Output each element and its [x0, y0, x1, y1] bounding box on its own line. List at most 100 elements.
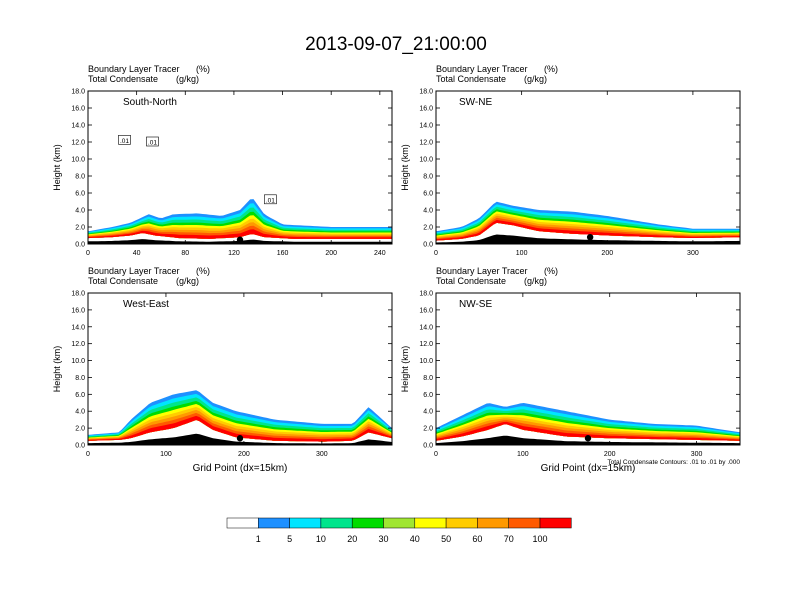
contour-label: .01 — [120, 138, 129, 145]
colorbar-label-8: 70 — [504, 534, 514, 544]
x-tick-label: 100 — [160, 451, 172, 458]
y-axis-label: Height (km) — [400, 346, 410, 393]
left-string-2: Total Condensate — [88, 74, 158, 84]
panel-label: NW-SE — [459, 299, 492, 310]
y-tick-label: 18.0 — [419, 291, 433, 298]
tracer-band-4 — [88, 404, 392, 442]
colorbar-swatch-8 — [477, 517, 509, 529]
y-tick-label: 2.0 — [423, 225, 433, 232]
contour-label: .01 — [148, 140, 157, 147]
plot-area: .01 .01 .01 — [88, 135, 392, 244]
colorbar-label-5: 40 — [410, 534, 420, 544]
panel-nw-se: Boundary Layer Tracer (%) Total Condensate… — [400, 266, 741, 474]
y-tick-label: 0.0 — [75, 242, 85, 249]
location-marker — [584, 435, 592, 442]
y-tick-label: 0.0 — [423, 443, 433, 450]
y-tick-label: 4.0 — [423, 409, 433, 416]
x-tick-label: 100 — [516, 250, 528, 257]
x-tick-label: 200 — [325, 250, 337, 257]
x-tick-label: 80 — [181, 250, 189, 257]
terrain — [436, 234, 740, 244]
contour-label-box — [264, 194, 277, 205]
y-tick-label: 0.0 — [423, 242, 433, 249]
y-tick-label: 2.0 — [75, 225, 85, 232]
y-tick-label: 6.0 — [75, 392, 85, 399]
y-axis-label: Height (km) — [400, 144, 410, 191]
y-tick-label: 12.0 — [419, 341, 433, 348]
contour-label-box — [118, 135, 131, 145]
panel-south-north: Boundary Layer Tracer (%) Total Condensate… — [52, 64, 393, 257]
plot-frame — [435, 90, 741, 245]
y-tick-label: 12.0 — [71, 341, 85, 348]
colorbar-label-0: 1 — [256, 534, 261, 544]
y-tick-label: 12.0 — [71, 140, 85, 147]
y-tick-label: 18.0 — [71, 89, 85, 96]
colorbar-swatch-1 — [258, 517, 290, 529]
y-tick-label: 6.0 — [423, 392, 433, 399]
colorbar-label-9: 100 — [532, 534, 547, 544]
plot-frame — [87, 90, 393, 245]
terrain — [436, 435, 740, 445]
panels: Boundary Layer Tracer (%) Total Condensate… — [52, 64, 741, 474]
y-tick-label: 8.0 — [423, 174, 433, 181]
left-string-2: Total Condensate — [88, 276, 158, 286]
contour-label-box — [146, 136, 159, 147]
colorbar-label-4: 30 — [378, 534, 388, 544]
x-tick-label: 240 — [374, 250, 386, 257]
y-tick-label: 8.0 — [423, 375, 433, 382]
right-string-2: (g/kg) — [524, 74, 547, 84]
location-marker — [236, 435, 244, 442]
y-tick-label: 14.0 — [419, 324, 433, 331]
y-tick-label: 14.0 — [71, 324, 85, 331]
x-tick-label: 100 — [517, 451, 529, 458]
x-tick-label: 300 — [687, 250, 699, 257]
y-tick-label: 2.0 — [423, 426, 433, 433]
panel-label: West-East — [123, 299, 169, 310]
y-tick-label: 16.0 — [71, 106, 85, 113]
colorbar-swatch-6 — [414, 517, 447, 529]
right-string-2: (g/kg) — [176, 276, 199, 286]
y-tick-label: 4.0 — [75, 409, 85, 416]
right-string-2: (g/kg) — [176, 74, 199, 84]
y-tick-label: 16.0 — [71, 307, 85, 314]
colorbar-label-2: 10 — [316, 534, 326, 544]
y-tick-label: 10.0 — [419, 157, 433, 164]
right-string-1: (%) — [544, 266, 558, 276]
colorbar-swatch-9 — [508, 517, 541, 529]
x-axis-label: Grid Point (dx=15km) — [193, 463, 288, 474]
left-string-1: Boundary Layer Tracer — [436, 266, 528, 276]
x-tick-label: 300 — [316, 451, 328, 458]
y-tick-label: 18.0 — [71, 291, 85, 298]
y-axis-label: Height (km) — [52, 346, 62, 393]
colorbar-swatch-5 — [383, 517, 416, 529]
y-axis-label: Height (km) — [52, 144, 62, 191]
x-tick-label: 120 — [228, 250, 240, 257]
left-string-1: Boundary Layer Tracer — [88, 266, 180, 276]
right-string-1: (%) — [544, 64, 558, 74]
x-tick-label: 0 — [86, 250, 90, 257]
colorbar-swatch-7 — [445, 517, 478, 529]
location-marker — [586, 234, 594, 241]
x-tick-label: 300 — [691, 451, 703, 458]
x-tick-label: 40 — [133, 250, 141, 257]
left-string-1: Boundary Layer Tracer — [436, 64, 528, 74]
y-tick-label: 14.0 — [71, 123, 85, 130]
x-tick-label: 200 — [604, 451, 616, 458]
panel-label: SW-NE — [459, 97, 492, 108]
x-axis-label: Grid Point (dx=15km) — [541, 463, 636, 474]
y-tick-label: 18.0 — [419, 89, 433, 96]
y-tick-label: 16.0 — [419, 307, 433, 314]
colorbar-label-3: 20 — [347, 534, 357, 544]
y-tick-label: 8.0 — [75, 174, 85, 181]
plot-frame — [87, 292, 393, 446]
right-string-2: (g/kg) — [524, 276, 547, 286]
colorbar-swatch-3 — [320, 517, 353, 529]
plot-area — [88, 390, 392, 445]
y-tick-label: 4.0 — [423, 208, 433, 215]
y-tick-label: 6.0 — [75, 191, 85, 198]
plot-frame — [435, 292, 741, 446]
colorbar-label-1: 5 — [287, 534, 292, 544]
colorbar-swatch-10 — [539, 517, 572, 529]
tracer-band-3 — [88, 401, 392, 442]
